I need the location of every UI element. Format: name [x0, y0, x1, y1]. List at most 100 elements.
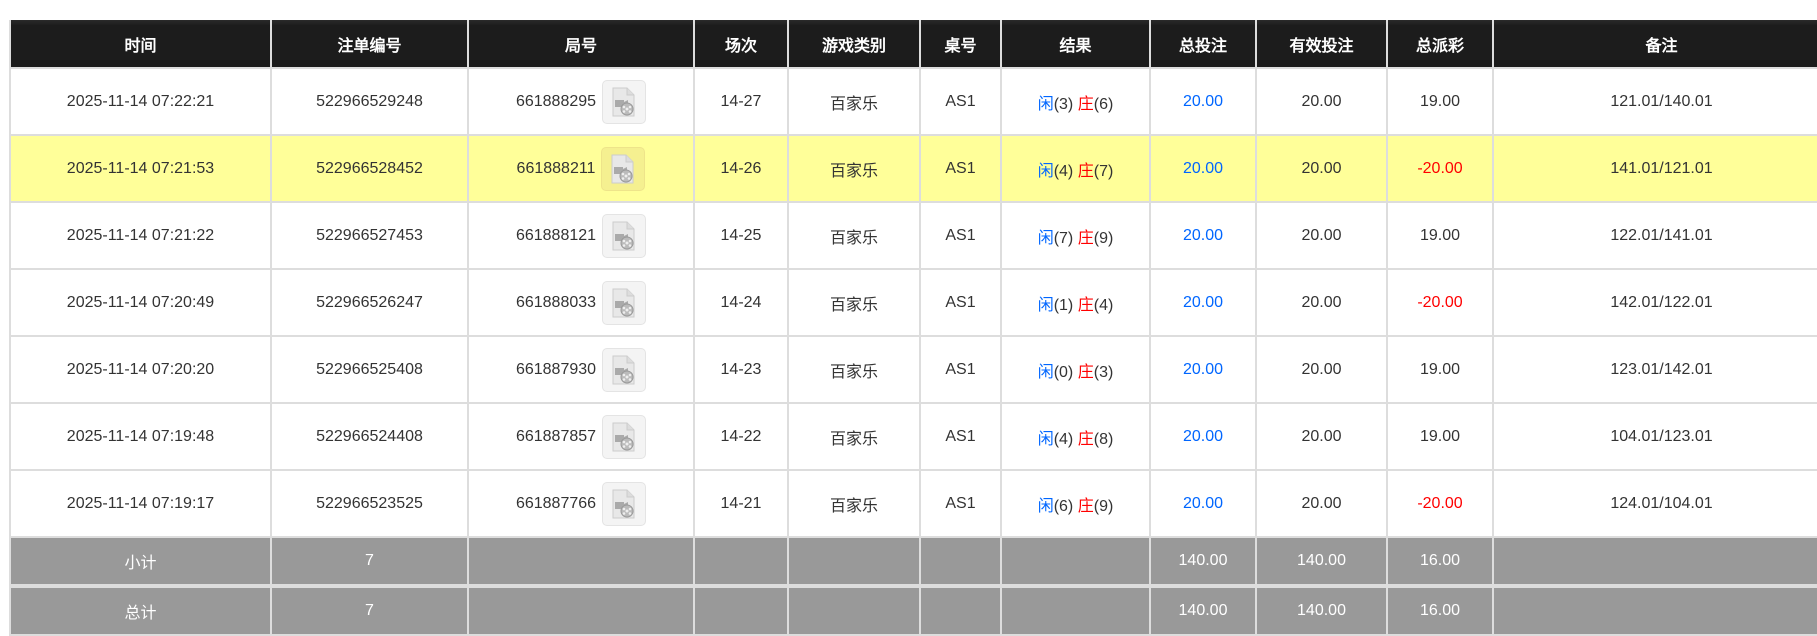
time-cell: 2025-11-14 07:22:21 [9, 67, 272, 136]
video-replay-icon[interactable] [602, 347, 647, 392]
round-number: 661888211 [516, 159, 596, 177]
result-cell: 闲(6) 庄(9) [1000, 469, 1151, 538]
bet-id-cell: 522966526247 [270, 268, 469, 337]
column-header: 有效投注 [1255, 20, 1388, 69]
table-row: 2025-11-14 07:21:22 522966527453 6618881… [9, 201, 1817, 270]
round-number: 661887766 [515, 494, 597, 512]
bet-id-cell: 522966529248 [270, 67, 469, 136]
video-replay-icon[interactable] [602, 79, 647, 124]
total-bet-cell: 140.00 [1149, 536, 1257, 588]
video-replay-icon[interactable] [601, 146, 646, 191]
empty-cell [1492, 536, 1817, 588]
note-cell: 104.01/123.01 [1492, 402, 1817, 471]
banker-points: (4) [1093, 296, 1114, 314]
empty-cell [787, 585, 921, 636]
banker-label: 庄 [1077, 229, 1094, 247]
empty-cell [693, 585, 789, 636]
round-cell: 661888033 [467, 268, 695, 337]
player-points: (0) [1053, 363, 1074, 381]
note-cell: 122.01/141.01 [1492, 201, 1817, 270]
video-replay-icon[interactable] [602, 280, 647, 325]
round-cell: 661888211 [467, 134, 695, 203]
round-cell: 661887857 [467, 402, 695, 471]
banker-label: 庄 [1077, 430, 1094, 448]
payout-cell: 19.00 [1386, 335, 1494, 404]
table-number-cell: AS1 [919, 67, 1002, 136]
round-cell: 661887930 [467, 335, 695, 404]
player-points: (4) [1053, 162, 1074, 180]
player-label: 闲 [1037, 430, 1054, 448]
column-header: 场次 [693, 20, 789, 69]
time-cell: 2025-11-14 07:20:49 [9, 268, 272, 337]
banker-points: (8) [1093, 430, 1114, 448]
column-header: 注单编号 [270, 20, 469, 69]
table-number-cell: AS1 [919, 201, 1002, 270]
table-number-cell: AS1 [919, 134, 1002, 203]
player-points: (7) [1053, 229, 1074, 247]
total-bet-cell: 20.00 [1149, 469, 1257, 538]
result-cell: 闲(4) 庄(8) [1000, 402, 1151, 471]
table-row: 2025-11-14 07:20:20 522966525408 6618879… [9, 335, 1817, 404]
game-type-cell: 百家乐 [787, 268, 921, 337]
bet-id-cell: 522966524408 [270, 402, 469, 471]
shoe-cell: 14-23 [693, 335, 789, 404]
player-points: (1) [1053, 296, 1074, 314]
round-number: 661887857 [515, 427, 597, 445]
result-cell: 闲(7) 庄(9) [1000, 201, 1151, 270]
bet-records-table: 时间 注单编号 局号 场次 游戏类别 桌号 结果 总投注 有效投注 总派彩 备注 2025-11-1… [9, 20, 1817, 636]
valid-bet-cell: 20.00 [1255, 201, 1388, 270]
column-header: 备注 [1492, 20, 1817, 69]
banker-points: (9) [1093, 229, 1114, 247]
video-replay-icon[interactable] [602, 213, 647, 258]
video-replay-icon[interactable] [602, 414, 647, 459]
player-points: (6) [1053, 497, 1074, 515]
banker-points: (9) [1093, 497, 1114, 515]
empty-cell [1000, 585, 1151, 636]
valid-bet-cell: 140.00 [1255, 536, 1388, 588]
column-header: 桌号 [919, 20, 1002, 69]
bet-id-cell: 522966523525 [270, 469, 469, 538]
banker-label: 庄 [1077, 363, 1094, 381]
header-row: 时间 注单编号 局号 场次 游戏类别 桌号 结果 总投注 有效投注 总派彩 备注 [9, 20, 1817, 69]
column-header: 总投注 [1149, 20, 1257, 69]
empty-cell [693, 536, 789, 588]
table-row: 2025-11-14 07:20:49 522966526247 6618880… [9, 268, 1817, 337]
valid-bet-cell: 20.00 [1255, 402, 1388, 471]
banker-label: 庄 [1077, 162, 1094, 180]
banker-label: 庄 [1077, 95, 1094, 113]
round-cell: 661888295 [467, 67, 695, 136]
empty-cell [467, 585, 695, 636]
shoe-cell: 14-27 [693, 67, 789, 136]
player-label: 闲 [1037, 95, 1054, 113]
count-cell: 7 [270, 536, 469, 588]
label-cell: 总计 [9, 585, 272, 636]
banker-label: 庄 [1077, 497, 1094, 515]
bet-id-cell: 522966525408 [270, 335, 469, 404]
game-type-cell: 百家乐 [787, 201, 921, 270]
total-bet-cell: 20.00 [1149, 402, 1257, 471]
shoe-cell: 14-24 [693, 268, 789, 337]
note-cell: 142.01/122.01 [1492, 268, 1817, 337]
valid-bet-cell: 20.00 [1255, 134, 1388, 203]
total-bet-cell: 20.00 [1149, 67, 1257, 136]
payout-cell: 19.00 [1386, 67, 1494, 136]
valid-bet-cell: 20.00 [1255, 67, 1388, 136]
round-number: 661888121 [515, 226, 597, 244]
table-number-cell: AS1 [919, 335, 1002, 404]
empty-cell [787, 536, 921, 588]
player-label: 闲 [1037, 363, 1054, 381]
subtotal-row: 小计 7 140.00 140.00 16.00 [9, 536, 1817, 588]
payout-cell: 19.00 [1386, 201, 1494, 270]
video-replay-icon[interactable] [602, 481, 647, 526]
shoe-cell: 14-21 [693, 469, 789, 538]
note-cell: 124.01/104.01 [1492, 469, 1817, 538]
payout-cell: -20.00 [1386, 134, 1494, 203]
empty-cell [919, 536, 1002, 588]
result-cell: 闲(3) 庄(6) [1000, 67, 1151, 136]
note-cell: 141.01/121.01 [1492, 134, 1817, 203]
game-type-cell: 百家乐 [787, 469, 921, 538]
column-header: 总派彩 [1386, 20, 1494, 69]
table-row: 2025-11-14 07:19:48 522966524408 6618878… [9, 402, 1817, 471]
column-header: 游戏类别 [787, 20, 921, 69]
total-bet-cell: 20.00 [1149, 134, 1257, 203]
